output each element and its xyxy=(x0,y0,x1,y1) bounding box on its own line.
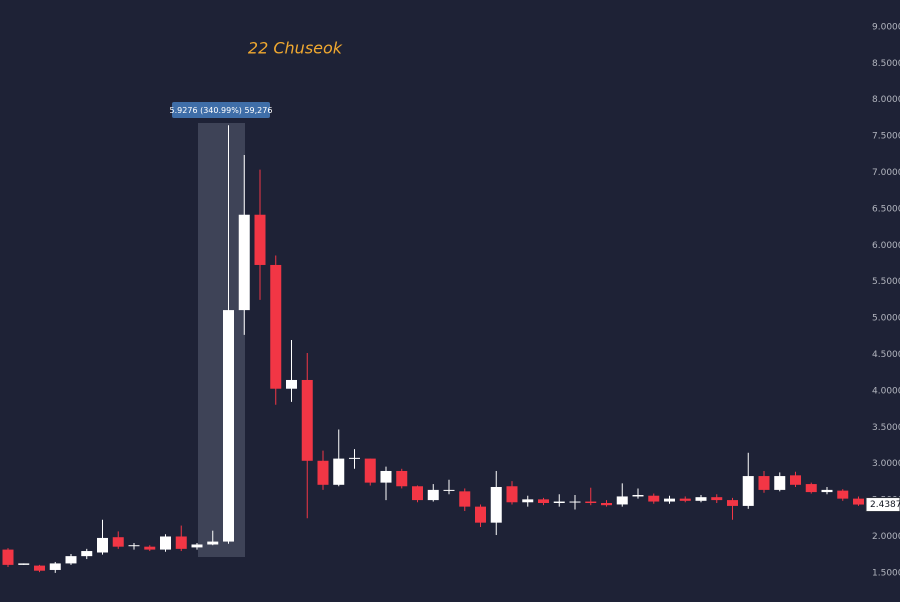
candle-body xyxy=(238,214,250,311)
y-tick-label: 6.5000 xyxy=(872,204,900,214)
candle-body xyxy=(506,486,518,503)
last-price-box xyxy=(865,497,900,513)
candle-body xyxy=(286,379,297,389)
y-tick-label: 3.0000 xyxy=(872,459,900,469)
y-tick-label: 4.0000 xyxy=(872,386,900,396)
candle-body xyxy=(522,499,534,503)
measure-badge xyxy=(172,102,270,118)
candle-body xyxy=(18,563,30,565)
measure-range xyxy=(198,123,245,557)
candle-body xyxy=(380,470,392,483)
candle-body xyxy=(49,563,61,570)
candle-body xyxy=(648,495,660,502)
y-tick-label: 1.5000 xyxy=(872,568,900,578)
candle-body xyxy=(853,498,864,505)
candle-body xyxy=(175,536,187,549)
candle-body xyxy=(144,546,156,550)
candle-body xyxy=(65,556,77,564)
y-tick-label: 7.5000 xyxy=(872,132,900,142)
candle-body xyxy=(97,537,108,553)
y-tick-label: 2.0000 xyxy=(872,532,900,542)
candle-body xyxy=(81,551,93,557)
y-tick-label: 6.0000 xyxy=(872,241,900,251)
candle-body xyxy=(821,489,833,493)
measure-label: 5.9276 (340.99%) 59,276 xyxy=(170,106,273,115)
candle-body xyxy=(427,489,439,501)
candle-body xyxy=(585,501,597,504)
candle-body xyxy=(475,506,486,523)
candle-body xyxy=(34,565,45,571)
candle-body xyxy=(364,458,376,483)
candle-body xyxy=(711,497,723,501)
y-tick-label: 8.0000 xyxy=(872,95,900,105)
candle-body xyxy=(254,214,266,265)
candle-body xyxy=(301,379,313,461)
candle-body xyxy=(333,458,345,485)
candle-body xyxy=(223,310,234,542)
candle-body xyxy=(632,494,644,497)
y-tick-label: 5.0000 xyxy=(872,314,900,324)
y-tick-label: 9.0000 xyxy=(872,22,900,32)
candle-body xyxy=(128,545,140,547)
candle-body xyxy=(601,503,612,506)
candle-body xyxy=(616,496,628,505)
candle-body xyxy=(758,476,770,490)
candle-body xyxy=(790,475,801,485)
candle-body xyxy=(396,470,408,487)
candle-body xyxy=(664,498,675,502)
candle-body xyxy=(837,490,849,499)
candle-body xyxy=(207,541,219,545)
candle-body xyxy=(443,489,455,491)
y-tick-label: 7.0000 xyxy=(872,168,900,178)
y-tick-label: 3.5000 xyxy=(872,423,900,433)
candle-body xyxy=(112,537,124,547)
candle-body xyxy=(569,501,581,503)
candle-body xyxy=(349,457,360,459)
candle-body xyxy=(805,484,817,493)
candle-body xyxy=(553,501,565,504)
candle-body xyxy=(160,536,171,550)
annotation: 22 Chuseok xyxy=(248,39,343,58)
last-price-label: 2.4387 xyxy=(870,500,900,510)
candle-body xyxy=(490,486,502,523)
candle-body xyxy=(459,491,471,507)
candle-body xyxy=(270,264,282,389)
y-tick-label: 5.5000 xyxy=(872,277,900,287)
candle-body xyxy=(742,476,754,506)
candle-body xyxy=(317,460,329,485)
candle-body xyxy=(191,544,203,548)
candle-body xyxy=(412,486,423,501)
candle-body xyxy=(727,500,738,506)
y-tick-label: 4.5000 xyxy=(872,350,900,360)
candle-body xyxy=(774,476,786,490)
candle-body xyxy=(538,499,549,504)
y-tick-label: 8.5000 xyxy=(872,59,900,69)
candle-body xyxy=(679,498,691,501)
candle-body xyxy=(695,497,707,501)
candle-body xyxy=(2,549,14,565)
